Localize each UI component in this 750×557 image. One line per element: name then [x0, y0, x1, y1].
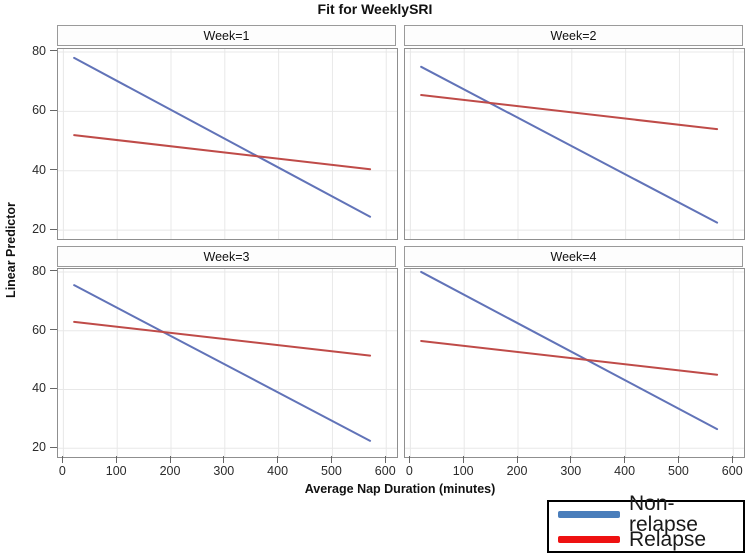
relapse-line	[420, 94, 719, 131]
x-tick-mark	[731, 456, 733, 463]
panel-header-week-4: Week=4	[404, 246, 743, 267]
x-tick-label: 500	[667, 464, 689, 478]
y-tick-label: 40	[32, 162, 46, 177]
x-axis-title: Average Nap Duration (minutes)	[304, 482, 496, 496]
chart-title: Fit for WeeklySRI	[317, 1, 433, 17]
y-tick-label: 20	[32, 222, 46, 237]
x-tick-label: 300	[213, 464, 235, 478]
plot-area-week-3	[57, 268, 398, 458]
legend-label: Non-relapse	[629, 492, 698, 536]
x-tick-label: 100	[105, 464, 127, 478]
x-tick-label: 100	[452, 464, 474, 478]
non-relapse-line-swatch	[558, 510, 620, 518]
relapse-line-swatch	[558, 535, 620, 543]
y-tick-mark	[50, 228, 57, 230]
legend-item-non-relapse: Non-relapse	[558, 493, 743, 535]
plot-area-week-2	[404, 48, 745, 240]
panel-header-label: Week=4	[550, 249, 597, 264]
x-tick-label: 0	[58, 464, 66, 478]
x-tick-mark	[223, 456, 225, 463]
non-relapse-line	[420, 65, 719, 224]
x-tick-label: 300	[560, 464, 582, 478]
x-tick-mark	[330, 456, 332, 463]
y-tick-label: 80	[32, 43, 46, 58]
x-tick-mark	[115, 456, 117, 463]
panel-header-label: Week=2	[550, 28, 597, 43]
x-tick-mark	[61, 456, 63, 463]
x-tick-mark	[570, 456, 572, 463]
legend-item-relapse: Relapse	[558, 527, 743, 551]
relapse-line	[73, 320, 372, 357]
x-tick-mark	[384, 456, 386, 463]
x-tick-mark	[516, 456, 518, 463]
y-tick-label: 40	[32, 381, 46, 396]
x-tick-label: 500	[320, 464, 342, 478]
x-tick-mark	[624, 456, 626, 463]
x-tick-label: 600	[374, 464, 396, 478]
panel-header-label: Week=3	[203, 249, 250, 264]
x-tick-label: 400	[614, 464, 636, 478]
panel-header-label: Week=1	[203, 28, 250, 43]
non-relapse-line	[73, 56, 372, 218]
y-tick-label: 20	[32, 440, 46, 455]
relapse-line	[420, 339, 719, 376]
x-tick-label: 400	[267, 464, 289, 478]
x-tick-label: 200	[159, 464, 181, 478]
panel-header-week-3: Week=3	[57, 246, 396, 267]
x-tick-mark	[677, 456, 679, 463]
y-tick-mark	[50, 270, 57, 272]
non-relapse-line	[73, 284, 372, 442]
y-tick-label: 60	[32, 322, 46, 337]
non-relapse-line	[420, 270, 719, 431]
x-tick-mark	[169, 456, 171, 463]
y-tick-label: 80	[32, 263, 46, 278]
relapse-line	[73, 134, 372, 171]
y-axis-title: Linear Predictor	[4, 202, 18, 298]
plot-area-week-4	[404, 268, 745, 458]
panel-header-week-1: Week=1	[57, 25, 396, 46]
panel-header-week-2: Week=2	[404, 25, 743, 46]
legend-label: Relapse	[629, 527, 707, 551]
x-tick-mark	[277, 456, 279, 463]
legend: Non-relapse Relapse	[547, 493, 745, 553]
x-tick-label: 0	[405, 464, 413, 478]
x-tick-label: 200	[506, 464, 528, 478]
y-tick-mark	[50, 50, 57, 52]
x-tick-mark	[408, 456, 410, 463]
plot-area-week-1	[57, 48, 398, 240]
y-tick-mark	[50, 446, 57, 448]
y-tick-label: 60	[32, 103, 46, 118]
x-tick-label: 600	[721, 464, 743, 478]
y-tick-mark	[50, 109, 57, 111]
x-tick-mark	[462, 456, 464, 463]
y-tick-mark	[50, 387, 57, 389]
y-tick-mark	[50, 169, 57, 171]
y-tick-mark	[50, 329, 57, 331]
